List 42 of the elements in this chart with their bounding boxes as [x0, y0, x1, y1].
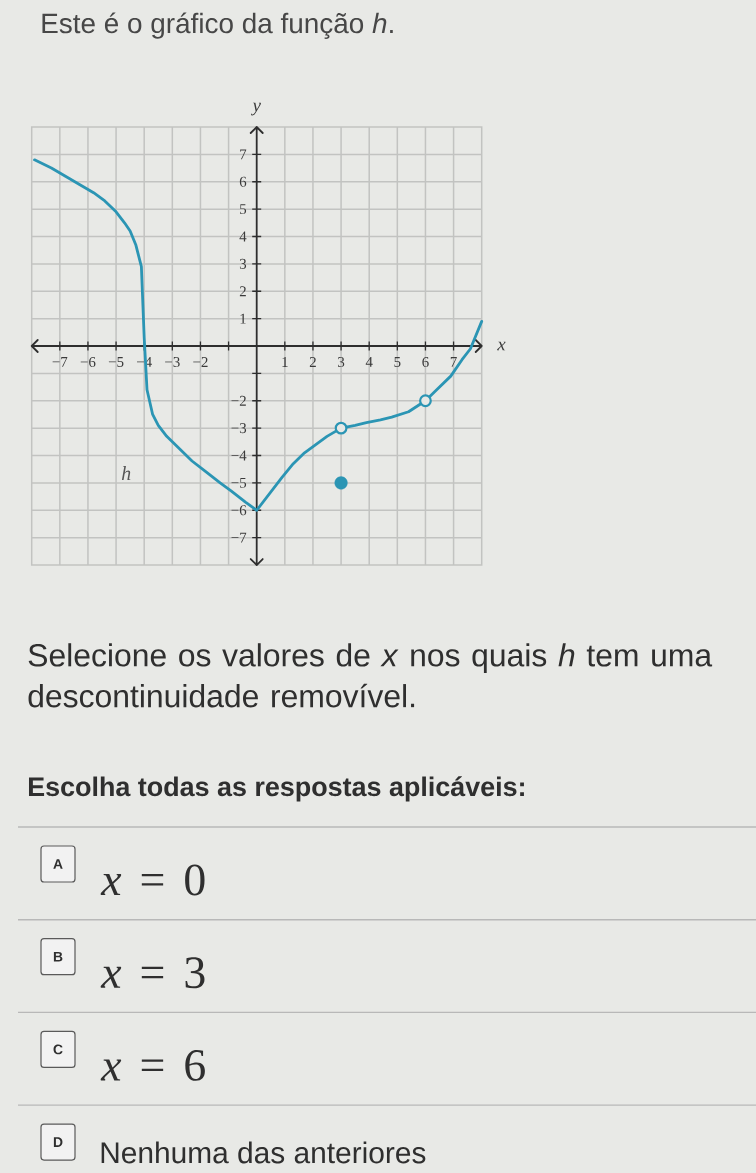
- y-tick-label: 6: [239, 176, 247, 187]
- x-tick-label: 2: [309, 357, 316, 367]
- text: Selecione os valores de x nos quais h tem uma descontinuidade removível.: [28, 643, 713, 708]
- y-tick-label: 7: [240, 149, 247, 160]
- text: B: [53, 951, 63, 962]
- y-tick-label: 5: [240, 204, 247, 215]
- point: [334, 421, 348, 435]
- y-tick-label: −3: [231, 423, 247, 434]
- y-tick-label: −7: [231, 532, 247, 543]
- text: x = 6: [100, 1050, 205, 1081]
- y-tick-label: 1: [240, 313, 246, 324]
- x-tick-label: −3: [165, 357, 180, 368]
- x-tick-label: 3: [338, 357, 345, 368]
- x-tick-label: 1: [282, 357, 288, 367]
- y-tick-label: 2: [239, 286, 246, 297]
- y-tick-label: 4: [239, 231, 247, 242]
- y-tick-label: 3: [239, 258, 247, 269]
- x-tick-label: −5: [108, 357, 124, 367]
- x-axis-title: x: [497, 341, 506, 351]
- x-tick-label: 5: [394, 357, 401, 367]
- text: Nenhuma das anteriores: [101, 1141, 426, 1164]
- x-tick-label: 7: [450, 357, 457, 367]
- text: D: [53, 1137, 63, 1147]
- x-tick-label: 6: [422, 357, 429, 368]
- x-tick-label: 4: [365, 357, 373, 367]
- chart-title: Este é o gráfico da função h.: [42, 12, 393, 39]
- y-tick-label: −5: [231, 477, 247, 488]
- text: x = 0: [100, 864, 205, 896]
- text: x = 3: [100, 957, 205, 989]
- x-tick-label: −6: [80, 357, 96, 368]
- text: Escolha todas as respostas aplicáveis:: [29, 776, 524, 802]
- point: [419, 394, 432, 408]
- text: C: [53, 1044, 63, 1055]
- x-tick-label: −7: [52, 357, 68, 367]
- y-tick-label: −4: [231, 450, 247, 461]
- y-axis-title: y: [250, 102, 261, 116]
- y-tick-label: −6: [231, 505, 247, 516]
- y-tick-label: −2: [231, 395, 246, 406]
- x-tick-label: −2: [193, 357, 208, 367]
- text: h: [121, 466, 131, 480]
- point: [334, 476, 348, 490]
- text: A: [53, 859, 63, 869]
